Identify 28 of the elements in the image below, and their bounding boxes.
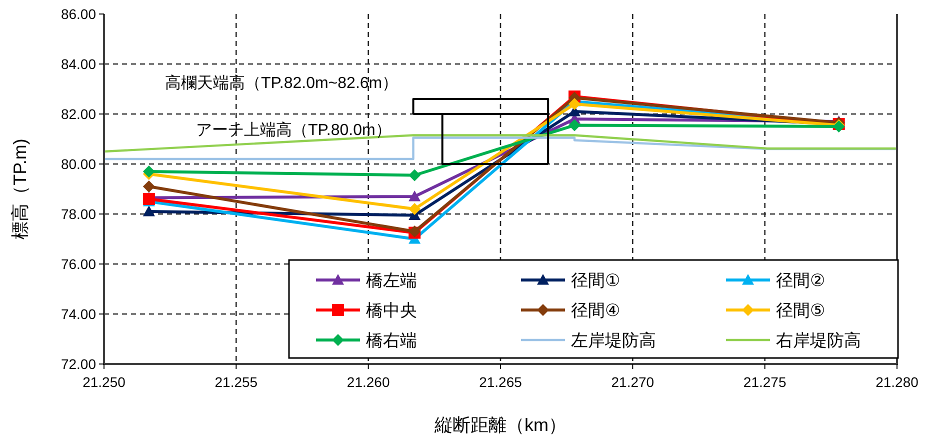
annotation: アーチ上端高（TP.80.0m） <box>196 121 392 139</box>
y-tick-label: 72.00 <box>60 356 96 372</box>
annotation: 高欄天端高（TP.82.0m~82.6m） <box>165 74 398 92</box>
x-tick-label: 21.270 <box>611 374 654 390</box>
y-tick-label: 86.00 <box>60 6 96 22</box>
legend-label: 径間② <box>776 271 826 290</box>
legend-label: 橋右端 <box>366 331 417 350</box>
y-tick-label: 76.00 <box>60 256 96 272</box>
x-tick-label: 21.265 <box>479 374 522 390</box>
x-tick-label: 21.280 <box>876 374 919 390</box>
x-tick-label: 21.260 <box>346 374 390 390</box>
y-tick-label: 82.00 <box>60 106 96 122</box>
y-tick-label: 74.00 <box>60 306 96 322</box>
legend-label: 径間⑤ <box>776 301 826 320</box>
x-tick-label: 21.275 <box>743 374 786 390</box>
legend-label: 左岸堤防高 <box>571 331 656 350</box>
legend-label: 径間① <box>571 271 620 290</box>
legend-label: 径間④ <box>571 301 620 320</box>
y-tick-label: 78.00 <box>60 206 96 222</box>
x-axis-title: 縦断距離（km） <box>434 415 566 435</box>
y-tick-label: 80.00 <box>60 156 96 172</box>
legend-label: 橋左端 <box>366 271 417 290</box>
legend-label: 橋中央 <box>366 301 417 320</box>
legend-label: 右岸堤防高 <box>776 331 861 350</box>
y-axis-title: 標高（TP.m) <box>10 138 30 240</box>
x-tick-label: 21.250 <box>82 374 126 390</box>
y-tick-label: 84.00 <box>60 56 96 72</box>
x-tick-label: 21.255 <box>214 374 258 390</box>
